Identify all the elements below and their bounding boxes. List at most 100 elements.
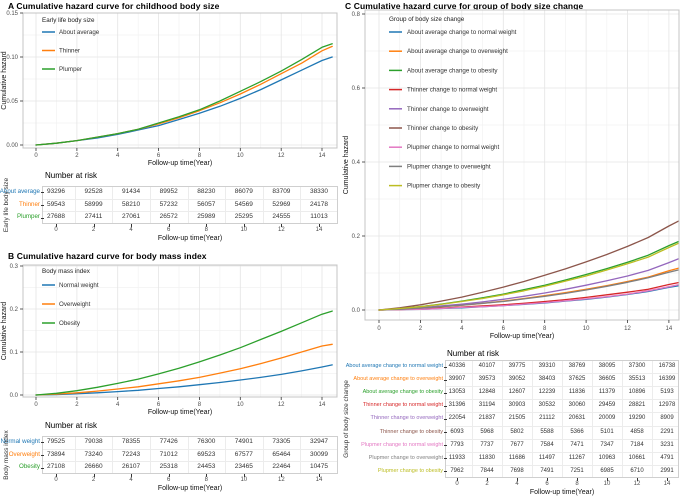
- x-tick-label: 14: [319, 402, 326, 408]
- x-tick-label: 10: [237, 153, 244, 159]
- x-tick: [281, 224, 283, 227]
- x-tick: [168, 474, 170, 477]
- x-tick-label: 14: [315, 477, 323, 483]
- column-separator: [187, 187, 189, 223]
- risk-cell: 4858: [630, 428, 644, 435]
- risk-cell: 78355: [122, 438, 141, 445]
- legend-label-about-average: About average: [59, 29, 100, 36]
- x-tick: [206, 474, 208, 477]
- risk-cell: 89952: [159, 188, 178, 195]
- risk-cell: 27688: [46, 213, 66, 221]
- x-tick-label: 14: [319, 153, 326, 159]
- x-tick-label: 2: [91, 477, 96, 483]
- x-tick-label: 4: [116, 402, 120, 408]
- x-tick-label: 8: [204, 477, 208, 483]
- risk-cell: 6985: [600, 467, 614, 474]
- risk-cell: 37300: [628, 363, 646, 369]
- y-tick-label: 0.4: [352, 160, 361, 166]
- x-tick-label: 0: [34, 402, 38, 408]
- risk-cell: 30903: [508, 402, 526, 409]
- risk-cell: 74901: [234, 438, 253, 445]
- x-tick-label: 10: [583, 326, 590, 332]
- risk-cell: 2991: [660, 467, 674, 474]
- x-tick: [131, 224, 133, 227]
- risk-cell: 11267: [568, 454, 586, 461]
- risk-cell: 24178: [309, 200, 329, 208]
- x-tick: [319, 224, 320, 227]
- risk-cell: 7584: [540, 441, 554, 448]
- y-axis-title: Cumulative hazard: [1, 302, 8, 360]
- risk-cell: 30532: [538, 402, 556, 409]
- column-separator: [532, 361, 533, 477]
- legend-label-thinner-change-to-normal-weight: Thinner change to normal weight: [407, 87, 497, 94]
- plot-border: [364, 9, 680, 321]
- risk-cell: 22054: [448, 415, 466, 422]
- risk-cell: 40336: [448, 363, 466, 369]
- x-tick: [243, 474, 245, 477]
- legend-label-normal-weight: Normal weight: [59, 282, 99, 289]
- x-axis-title: Follow-up time(Year): [157, 235, 223, 242]
- x-tick: [243, 224, 245, 227]
- legend-label-overweight: Overweight: [59, 301, 91, 308]
- risk-cell: 79525: [46, 438, 66, 445]
- x-tick-label: 6: [167, 477, 171, 483]
- risk-table-C-ylabel: Group of body size change: [343, 380, 350, 458]
- x-tick-label: 2: [75, 402, 79, 408]
- column-separator: [74, 187, 76, 223]
- risk-table-C-title: Number at risk: [447, 349, 500, 358]
- x-tick: [547, 478, 548, 481]
- column-separator: [187, 437, 189, 473]
- risk-table-B-title: Number at risk: [45, 421, 98, 430]
- x-tick-label: 6: [157, 402, 161, 408]
- y-tick-label: 0.15: [6, 11, 18, 17]
- risk-cell: 91434: [122, 188, 141, 195]
- x-tick-label: 8: [575, 481, 579, 487]
- row-separator: [43, 448, 337, 450]
- risk-cell: 5588: [540, 428, 554, 435]
- column-separator: [592, 361, 593, 477]
- risk-cell: 26660: [84, 463, 103, 471]
- x-tick: [206, 224, 208, 227]
- risk-cell: 54569: [234, 200, 253, 208]
- risk-cell: 10963: [598, 454, 616, 461]
- risk-cell: 7677: [510, 441, 524, 448]
- row-label-normal-weight: Normal weight: [0, 438, 40, 445]
- legend-label-thinner-change-to-obesity: Thinner change to obesity: [407, 125, 479, 132]
- risk-cell: 10661: [628, 454, 646, 461]
- risk-cell: 26107: [122, 463, 141, 471]
- risk-cell: 39907: [448, 376, 466, 383]
- legend-label-thinner: Thinner: [59, 48, 80, 55]
- x-tick-label: 8: [198, 402, 202, 408]
- y-tick-label: 0.05: [6, 99, 18, 105]
- row-tick: [41, 192, 44, 194]
- risk-cell: 11830: [478, 454, 496, 461]
- risk-cell: 19290: [628, 415, 646, 422]
- x-tick-label: 6: [157, 153, 161, 159]
- column-separator: [225, 187, 227, 223]
- risk-cell: 73894: [46, 450, 66, 458]
- x-tick-label: 8: [543, 326, 547, 332]
- y-tick-label: 0.0: [352, 308, 361, 314]
- x-tick-label: 14: [666, 326, 673, 332]
- risk-cell: 7491: [540, 467, 554, 474]
- x-tick: [667, 478, 668, 481]
- row-label-thinner-change-to-overweight: Thinner change to overweight: [370, 415, 443, 422]
- x-tick-label: 0: [54, 477, 58, 483]
- risk-cell: 38403: [538, 376, 556, 383]
- column-separator: [622, 361, 623, 477]
- row-label-plupmer-change-to-normal-weight: Plupmer change to normal weight: [361, 441, 443, 448]
- risk-cell: 93296: [46, 188, 66, 195]
- series-obesity: [35, 310, 333, 396]
- row-tick: [41, 467, 44, 469]
- row-tick: [444, 471, 447, 473]
- legend-label-obesity: Obesity: [59, 320, 81, 327]
- x-tick: [56, 224, 57, 227]
- x-tick-label: 6: [545, 481, 549, 487]
- risk-cell: 83709: [272, 188, 291, 195]
- legend-label-plupmer-change-to-obesity: Plupmer change to obesity: [407, 183, 481, 190]
- risk-cell: 69523: [197, 450, 216, 458]
- y-axis-title: Cumulative hazard: [343, 136, 350, 194]
- row-separator: [43, 211, 337, 213]
- x-tick-label: 10: [603, 481, 611, 487]
- risk-cell: 20631: [568, 415, 586, 422]
